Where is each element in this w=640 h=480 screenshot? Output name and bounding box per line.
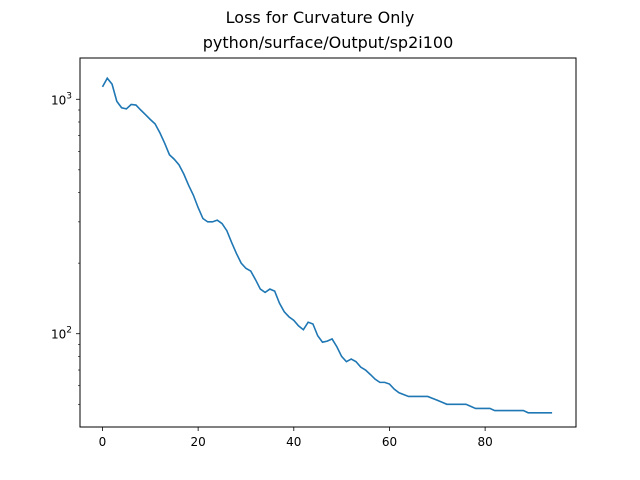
x-tick-label: 80 <box>477 435 492 449</box>
plot-area <box>79 57 577 428</box>
x-axis-ticks: 0 20 40 60 80 <box>99 427 493 449</box>
chart-suptitle: Loss for Curvature Only <box>225 8 415 27</box>
loss-series-line <box>101 76 553 414</box>
y-tick-label: 102 <box>51 326 72 342</box>
y-tick-label: 103 <box>51 91 72 107</box>
chart-title: python/surface/Output/sp2i100 <box>202 33 454 52</box>
x-tick-label: 0 <box>99 435 107 449</box>
y-axis-ticks: 102 103 <box>51 91 80 405</box>
x-tick-label: 60 <box>382 435 397 449</box>
x-tick-label: 40 <box>286 435 301 449</box>
x-tick-label: 20 <box>191 435 206 449</box>
